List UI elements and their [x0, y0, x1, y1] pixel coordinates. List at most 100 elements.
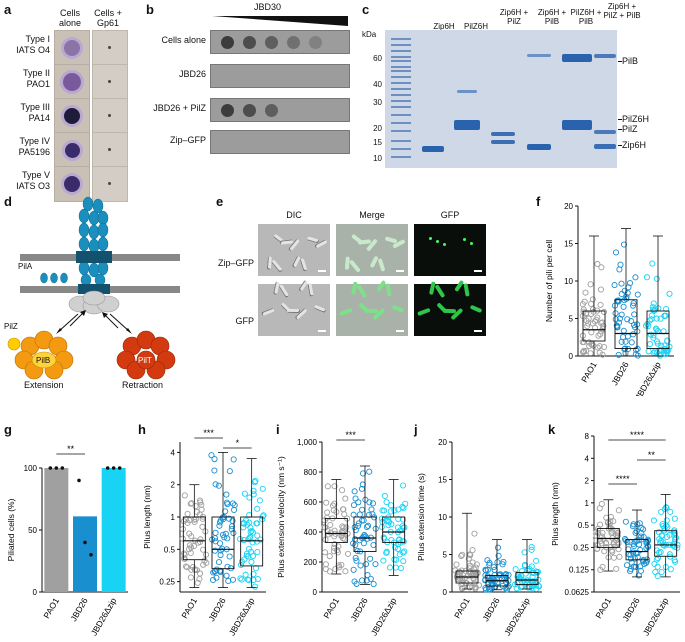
data-point: [651, 518, 656, 523]
data-point: [228, 566, 233, 571]
a-row-label: Type IIIPA14: [0, 102, 50, 124]
x-tick-label: JBD26: [609, 360, 631, 387]
b-plaque-spot: [243, 36, 256, 49]
data-point: [632, 312, 637, 317]
d-pilb-label: PilB: [36, 356, 50, 365]
data-point: [322, 550, 327, 555]
e-cell: [369, 255, 378, 268]
a-row-label: Type VIATS O3: [0, 170, 50, 192]
a-tiny-spot: [108, 46, 111, 49]
x-tick-label: PAO1: [321, 596, 341, 620]
x-tick-label: JBD26: [620, 596, 642, 623]
data-point: [371, 542, 376, 547]
data-point: [655, 564, 660, 569]
data-point: [224, 573, 229, 578]
c-protein-band: [491, 132, 515, 136]
y-tick-label: 0: [313, 588, 318, 597]
data-point: [327, 554, 332, 559]
x-tick-label: JBD26: [206, 596, 228, 623]
c-lane-label: PilZ6H + PilB: [568, 8, 604, 26]
data-point: [324, 500, 329, 505]
a-tiny-spot: [108, 114, 111, 117]
data-point: [370, 512, 375, 517]
c-protein-band: [457, 90, 477, 93]
data-point: [345, 551, 350, 556]
e-micrograph: [414, 284, 486, 336]
chart-j: 05101520Pilus extension time (s)PAO1JBD2…: [412, 424, 546, 640]
data-point: [225, 536, 230, 541]
a-row-label: Type IIPAO1: [0, 68, 50, 90]
data-point: [238, 576, 243, 581]
a-plate-cells-alone: [54, 98, 90, 134]
e-cell: [260, 308, 274, 317]
a-tiny-spot: [108, 182, 111, 185]
data-point: [351, 512, 356, 517]
c-marker-label: 20: [360, 124, 382, 133]
bar: [73, 516, 97, 592]
bar-data-point: [61, 466, 65, 470]
data-point: [601, 309, 606, 314]
b-row-label: Cells alone: [140, 35, 206, 45]
b-plaque-spot: [221, 36, 234, 49]
data-point: [384, 500, 389, 505]
data-point: [327, 569, 332, 574]
y-tick-label: 100: [24, 464, 38, 473]
significance-label: ****: [616, 474, 631, 484]
c-marker-label: 15: [360, 138, 382, 147]
bar-data-point: [112, 466, 116, 470]
a-row-strain: PA14: [0, 113, 50, 124]
data-point: [382, 493, 387, 498]
c-marker-label: 60: [360, 54, 382, 63]
a-plate-with-gp61: [92, 64, 128, 100]
data-point: [182, 493, 187, 498]
c-band-label: PilB: [622, 56, 638, 66]
c-arrow: [618, 119, 622, 120]
data-point: [612, 283, 617, 288]
significance-label: ***: [203, 428, 214, 438]
data-point: [260, 486, 265, 491]
y-tick-label: 20: [564, 202, 573, 211]
data-point: [367, 500, 372, 505]
x-tick-label: JBD26Δzip: [227, 596, 257, 638]
data-point: [379, 524, 384, 529]
a-plate-with-gp61: [92, 30, 128, 66]
d-pilus-schematic: [0, 194, 190, 394]
a-plate-cells-alone: [54, 30, 90, 66]
data-point: [655, 573, 660, 578]
chart-h: 0.250.5124Pilus length (nm)PAO1JBD26JBD2…: [136, 424, 270, 640]
data-point: [460, 552, 465, 557]
a-lawn-spot: [65, 143, 80, 158]
y-tick-label: 5: [443, 551, 448, 560]
data-point: [216, 483, 221, 488]
y-tick-label: 0.0625: [565, 588, 590, 597]
e-cell: [349, 260, 361, 273]
y-tick-label: 2: [171, 481, 176, 490]
b-row-label: JBD26: [140, 69, 206, 79]
c-ladder-band: [391, 82, 411, 84]
e-cell: [463, 283, 469, 297]
data-point: [513, 567, 518, 572]
data-point: [325, 484, 330, 489]
y-axis-label: Piliated cells (%): [6, 498, 16, 561]
panel-label-e: e: [216, 194, 223, 209]
e-cell: [271, 260, 283, 273]
data-point: [598, 287, 603, 292]
c-ladder-band: [391, 66, 411, 68]
x-tick-label: PAO1: [593, 596, 613, 620]
bar: [102, 468, 126, 592]
data-point: [242, 491, 247, 496]
bar: [44, 468, 68, 592]
data-point: [495, 545, 500, 550]
c-lane-label: Zip6H + PilZ: [496, 8, 532, 26]
e-col-label: Merge: [336, 210, 408, 220]
e-micrograph: [414, 224, 486, 276]
y-tick-label: 10: [564, 277, 573, 286]
c-ladder-band: [391, 148, 411, 150]
panel-label-b: b: [146, 2, 154, 17]
data-point: [672, 516, 677, 521]
bar-data-point: [89, 553, 93, 557]
data-point: [454, 562, 459, 567]
c-lane-label: Zip6H + PilB: [534, 8, 570, 26]
data-point: [534, 558, 539, 563]
data-point: [213, 482, 218, 487]
